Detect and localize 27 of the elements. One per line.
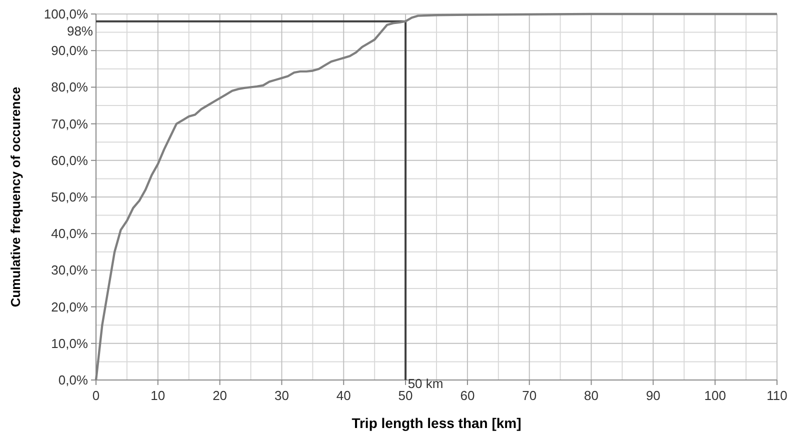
x-tick-label: 50 (398, 388, 413, 403)
y-tick-label: 60,0% (51, 152, 88, 168)
y-tick-label: 0,0% (58, 372, 88, 388)
x-tick-label: 90 (646, 388, 660, 403)
x-tick-label: 30 (274, 388, 289, 403)
y-tick-label: 70,0% (51, 116, 88, 132)
x-tick-label: 0 (92, 388, 100, 403)
x-tick-label: 110 (766, 388, 788, 403)
ref-line-label: 98% (66, 23, 94, 38)
y-tick-label: 50,0% (51, 190, 88, 204)
y-tick-label: 90,0% (51, 43, 88, 58)
y-axis-title: Cumulative frequency of occurence (8, 86, 23, 308)
x-axis-title: Trip length less than [km] (352, 415, 522, 431)
x-tick-label: 10 (150, 388, 166, 403)
y-tick-label: 30,0% (51, 262, 88, 278)
ref-line-label: 50 km (408, 376, 444, 391)
x-tick-label: 70 (522, 388, 537, 403)
x-tick-label: 20 (212, 388, 228, 403)
x-tick-label: 40 (336, 388, 351, 403)
y-tick-label: 10,0% (51, 336, 88, 351)
x-tick-label: 100 (704, 388, 726, 403)
y-tick-label: 80,0% (51, 80, 88, 95)
y-tick-label: 20,0% (51, 299, 88, 314)
y-tick-label: 100,0% (44, 6, 88, 22)
y-tick-label: 40,0% (51, 226, 88, 242)
x-tick-label: 80 (584, 388, 599, 403)
x-tick-label: 60 (460, 388, 475, 403)
